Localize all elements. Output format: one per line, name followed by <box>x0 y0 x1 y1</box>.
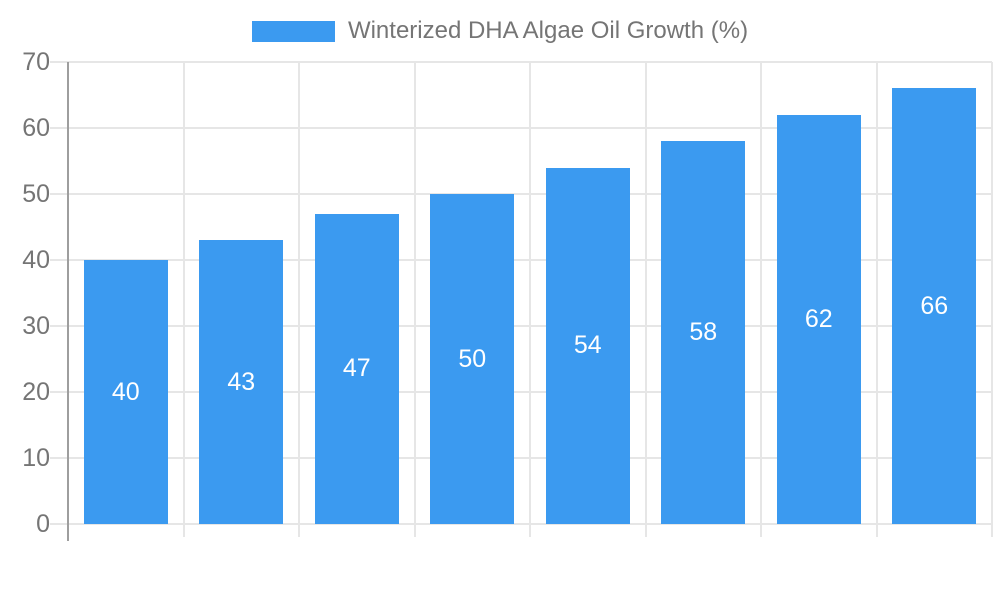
y-axis-label: 0 <box>36 510 50 538</box>
x-axis-tick <box>182 524 185 537</box>
v-gridline <box>182 62 185 524</box>
bar-value-label: 43 <box>227 367 256 396</box>
y-axis-label: 20 <box>22 378 50 406</box>
v-gridline <box>529 62 531 524</box>
y-axis-tick <box>50 523 68 525</box>
bar-value-label: 58 <box>689 318 718 347</box>
legend-swatch <box>251 20 335 42</box>
x-axis-tick <box>991 524 993 537</box>
v-gridline <box>298 62 300 524</box>
v-gridline <box>991 62 993 524</box>
y-axis-tick <box>50 391 68 393</box>
y-axis-tick <box>50 457 68 459</box>
legend-label: Winterized DHA Algae Oil Growth (%) <box>347 17 749 44</box>
bar: 54 <box>545 167 630 524</box>
x-axis-tick <box>644 524 647 537</box>
y-axis-tick <box>50 259 68 261</box>
x-axis-tick <box>875 524 878 537</box>
bar-value-label: 40 <box>111 377 140 406</box>
chart-legend: Winterized DHA Algae Oil Growth (%) <box>0 17 1000 45</box>
bar-value-label: 47 <box>342 354 371 383</box>
bar: 58 <box>661 141 746 524</box>
y-axis-line <box>67 62 69 541</box>
v-gridline <box>760 62 762 524</box>
x-axis-tick <box>760 524 762 537</box>
bar-value-label: 66 <box>920 291 949 320</box>
y-axis-tick <box>50 193 68 195</box>
bar: 62 <box>776 114 861 524</box>
y-axis-label: 40 <box>22 246 50 274</box>
y-axis-label: 50 <box>22 180 50 208</box>
x-axis-tick <box>413 524 416 537</box>
bar: 47 <box>314 213 399 524</box>
y-axis-label: 30 <box>22 312 50 340</box>
v-gridline <box>413 62 416 524</box>
y-axis-label: 60 <box>22 114 50 142</box>
bar-value-label: 62 <box>804 304 833 333</box>
x-axis-tick <box>298 524 300 537</box>
x-axis-tick <box>529 524 531 537</box>
bar-value-label: 50 <box>458 344 487 373</box>
bar: 66 <box>892 88 977 524</box>
y-axis-label: 10 <box>22 444 50 472</box>
y-axis-tick <box>50 127 68 129</box>
v-gridline <box>644 62 647 524</box>
bar: 40 <box>83 260 168 524</box>
bar: 50 <box>430 194 515 524</box>
v-gridline <box>875 62 878 524</box>
y-axis-tick <box>50 61 68 63</box>
y-axis-label: 70 <box>22 48 50 76</box>
bar: 43 <box>199 240 284 524</box>
bar-value-label: 54 <box>573 331 602 360</box>
y-axis-tick <box>50 325 68 327</box>
